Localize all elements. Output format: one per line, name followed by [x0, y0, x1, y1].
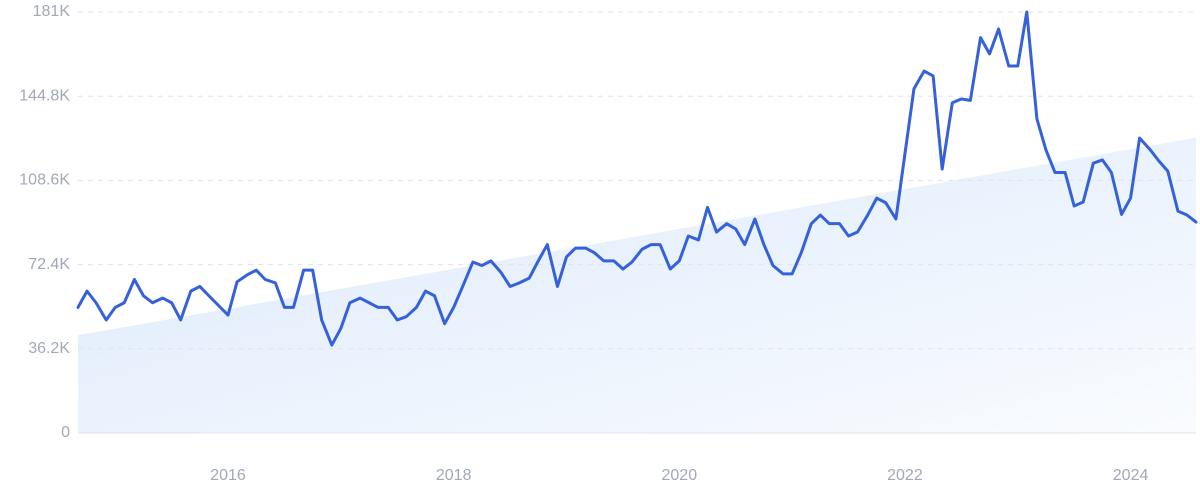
y-tick-label: 108.6K	[19, 172, 70, 189]
x-tick-label: 2018	[436, 467, 472, 484]
x-tick-label: 2016	[210, 467, 246, 484]
x-tick-label: 2024	[1113, 467, 1149, 484]
data-line	[76, 10, 1198, 347]
y-tick-label: 36.2K	[28, 340, 70, 357]
x-tick-label: 2020	[662, 467, 698, 484]
y-tick-label: 181K	[33, 3, 71, 20]
x-tick-label: 2022	[887, 467, 923, 484]
y-tick-label: 0	[61, 424, 70, 441]
y-tick-label: 72.4K	[28, 256, 70, 273]
y-tick-label: 144.8K	[19, 87, 70, 104]
trend-area	[78, 137, 1196, 433]
